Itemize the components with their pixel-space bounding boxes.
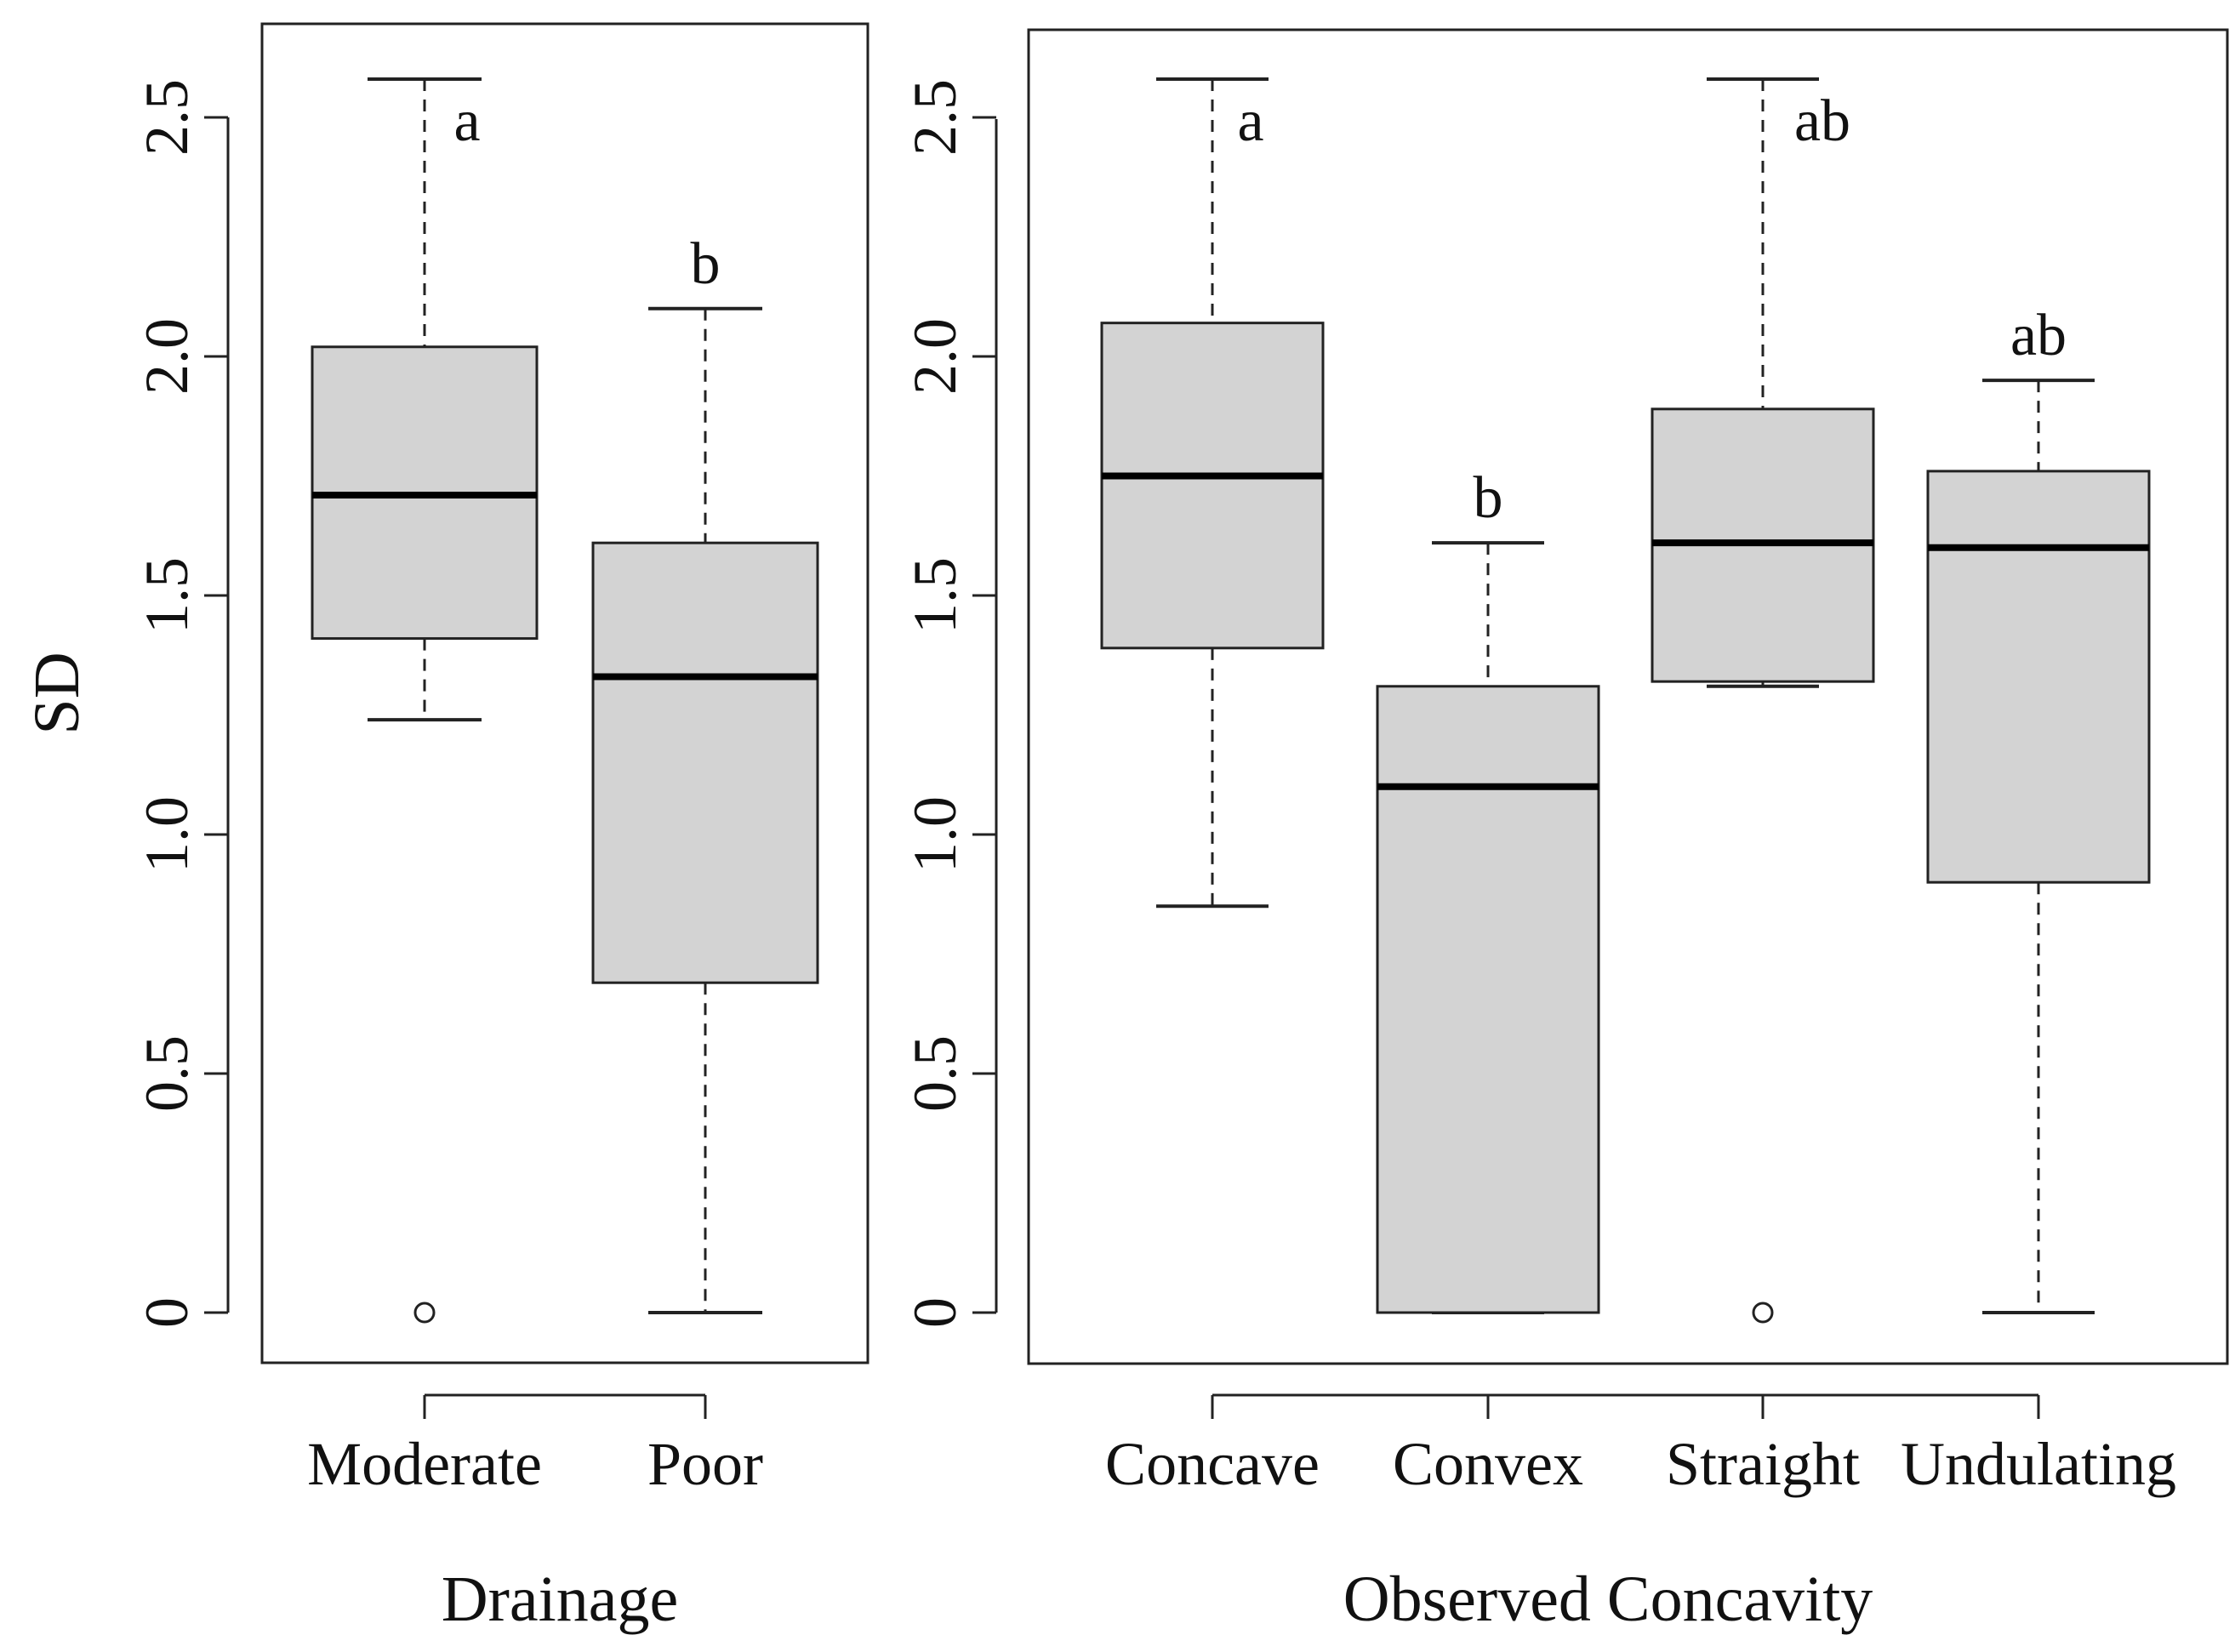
significance-letter: ab: [1794, 88, 1850, 154]
x-tick-label: Poor: [647, 1430, 763, 1498]
significance-letter: a: [453, 88, 480, 154]
x-tick-label: Moderate: [307, 1430, 542, 1498]
y-tick-label: 0: [901, 1297, 969, 1328]
y-tick-label: 1.0: [133, 796, 201, 873]
box-undulating: ab: [1926, 303, 2151, 1314]
left-panel-frame: [260, 22, 869, 1364]
right-y-ticks: 0 0.5 1.0 1.5 2.0 2.5: [901, 79, 996, 1328]
outlier-point: [413, 1302, 436, 1324]
right-panel-frame: [1027, 28, 2229, 1365]
x-tick-label: Undulating: [1901, 1430, 2176, 1498]
y-tick-label: 2.0: [133, 318, 201, 395]
x-tick-label: Convex: [1393, 1430, 1583, 1498]
iqr-box: [591, 541, 819, 984]
y-tick-label: 1.0: [901, 796, 969, 873]
iqr-box: [1100, 322, 1325, 650]
y-tick-label: 0.5: [901, 1035, 969, 1112]
iqr-box: [1926, 470, 2151, 884]
box-convex: b: [1376, 465, 1600, 1314]
left-boxes: ab: [311, 77, 819, 1324]
y-tick-label: 1.5: [133, 557, 201, 634]
box-poor: b: [591, 231, 819, 1314]
y-tick-label: 2.5: [901, 79, 969, 156]
right-x-axis-title: Observed Concavity: [1343, 1564, 1873, 1635]
y-tick-label: 2.5: [133, 79, 201, 156]
significance-letter: b: [691, 231, 721, 297]
box-straight: ab: [1651, 77, 1875, 1324]
y-tick-label: 0.5: [133, 1035, 201, 1112]
significance-letter: a: [1237, 88, 1263, 154]
x-tick-label: Straight: [1666, 1430, 1860, 1498]
box-moderate: a: [311, 77, 539, 1324]
x-tick-label: Concave: [1105, 1430, 1320, 1498]
box-concave: a: [1100, 77, 1325, 909]
significance-letter: ab: [2010, 303, 2067, 368]
significance-letter: b: [1474, 465, 1503, 531]
outlier-point: [1752, 1302, 1774, 1324]
right-x-ticks: Concave Convex Straight Undulating: [1105, 1395, 2176, 1498]
y-tick-label: 0: [133, 1297, 201, 1328]
left-y-ticks: 0 0.5 1.0 1.5 2.0 2.5: [133, 79, 228, 1328]
iqr-box: [1376, 685, 1600, 1314]
left-x-ticks: Moderate Poor: [307, 1395, 763, 1498]
left-x-axis-title: Drainage: [442, 1564, 679, 1635]
y-tick-label: 1.5: [901, 557, 969, 634]
y-tick-label: 2.0: [901, 318, 969, 395]
y-axis-title: SD: [21, 652, 93, 734]
